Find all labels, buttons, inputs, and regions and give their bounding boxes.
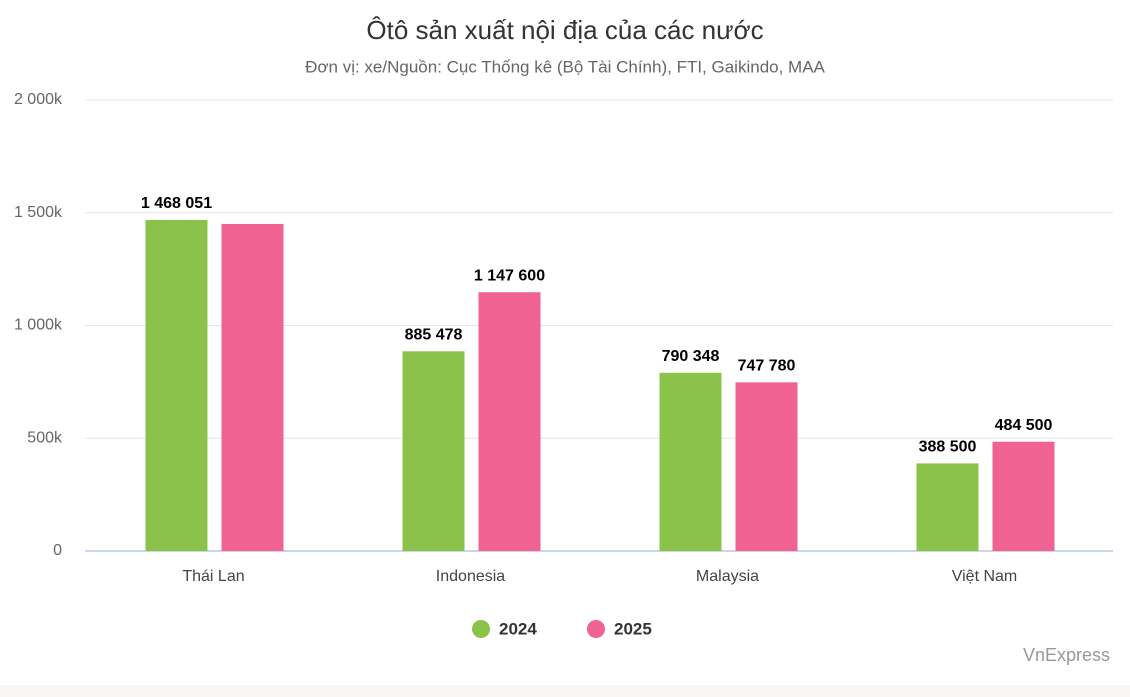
value-label: 388 500 bbox=[919, 439, 977, 456]
x-tick-label: Việt Nam bbox=[952, 568, 1018, 585]
bar bbox=[916, 463, 979, 551]
value-label: 1 147 600 bbox=[474, 267, 545, 284]
bar bbox=[402, 351, 465, 551]
chart-title: Ôtô sản xuất nội địa của các nước bbox=[366, 15, 763, 45]
legend-marker bbox=[472, 620, 490, 638]
legend-label: 2025 bbox=[614, 619, 652, 638]
y-tick-label: 1 500k bbox=[14, 204, 63, 221]
value-label: 484 500 bbox=[995, 417, 1053, 434]
legend-marker bbox=[587, 620, 605, 638]
bar bbox=[659, 372, 722, 551]
bar bbox=[221, 224, 284, 551]
y-tick-label: 2 000k bbox=[14, 91, 63, 108]
value-label: 885 478 bbox=[405, 327, 463, 344]
bar bbox=[735, 382, 798, 551]
legend-label: 2024 bbox=[499, 619, 537, 638]
bar bbox=[145, 219, 208, 551]
x-tick-label: Indonesia bbox=[436, 568, 505, 585]
y-tick-label: 0 bbox=[53, 542, 62, 559]
credit: VnExpress bbox=[1023, 645, 1110, 665]
bar bbox=[992, 441, 1055, 551]
x-tick-label: Malaysia bbox=[696, 568, 759, 585]
x-tick-label: Thái Lan bbox=[182, 568, 244, 585]
value-label: 790 348 bbox=[662, 348, 720, 365]
value-label: 1 468 051 bbox=[141, 195, 212, 212]
chart-subtitle: Đơn vị: xe/Nguồn: Cục Thống kê (Bộ Tài C… bbox=[305, 57, 825, 76]
bar bbox=[478, 292, 541, 551]
y-tick-label: 500k bbox=[27, 429, 63, 446]
value-label: 747 780 bbox=[738, 358, 796, 375]
y-tick-label: 1 000k bbox=[14, 317, 63, 334]
